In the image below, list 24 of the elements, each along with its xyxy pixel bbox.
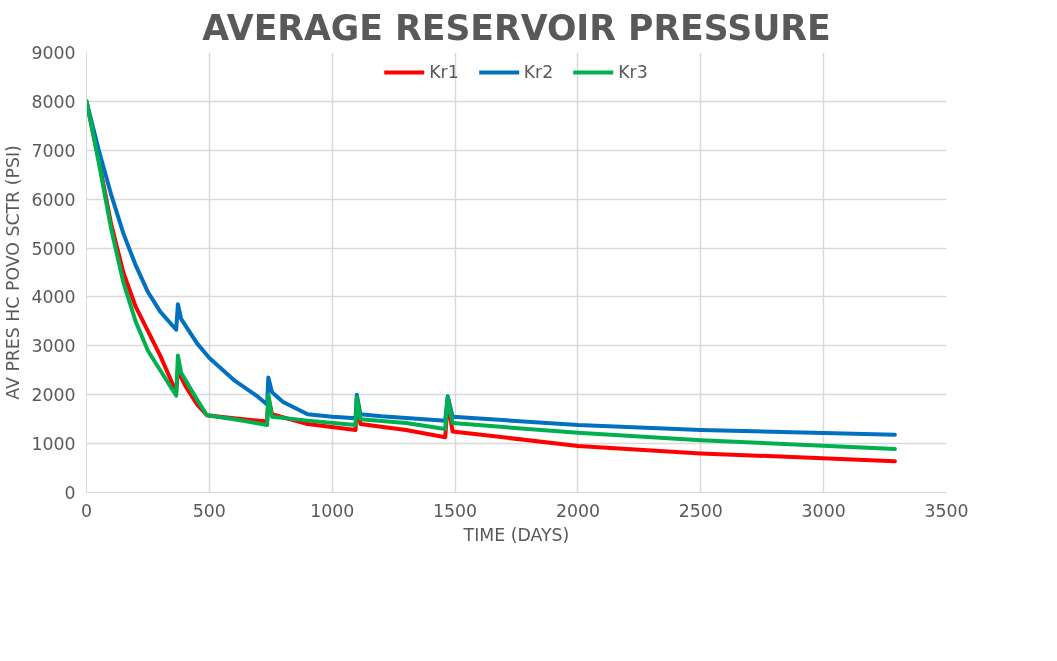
- x-tick-label: 2500: [678, 500, 723, 521]
- y-tick-label: 2000: [31, 385, 76, 406]
- legend-label: Kr1: [429, 62, 459, 82]
- y-tick-label: 0: [64, 483, 76, 503]
- x-tick-label: 1500: [433, 500, 478, 521]
- y-tick-label: 6000: [31, 189, 76, 210]
- y-tick-label: 4000: [31, 287, 76, 308]
- x-tick-label: 0: [80, 500, 93, 521]
- y-tick-label: 1000: [31, 434, 76, 455]
- x-tick-label: 1000: [310, 500, 355, 521]
- x-axis-title: TIME (DAYS): [462, 524, 570, 545]
- legend-label: Kr2: [523, 62, 554, 82]
- x-tick-label: 3500: [924, 500, 969, 521]
- y-tick-label: 3000: [31, 336, 76, 357]
- x-tick-label: 3000: [801, 500, 846, 521]
- y-tick-label: 8000: [31, 91, 76, 112]
- y-tick-label: 9000: [31, 43, 76, 63]
- chart-title: AVERAGE RESERVOIR PRESSURE: [202, 7, 831, 48]
- x-tick-label: 2000: [555, 500, 600, 521]
- x-tick-label: 500: [192, 500, 226, 521]
- y-tick-label: 5000: [31, 238, 76, 259]
- legend-label: Kr3: [618, 62, 648, 82]
- y-tick-label: 7000: [31, 140, 76, 161]
- y-axis-title: AV PRES HC POVO SCTR (PSI): [3, 145, 24, 400]
